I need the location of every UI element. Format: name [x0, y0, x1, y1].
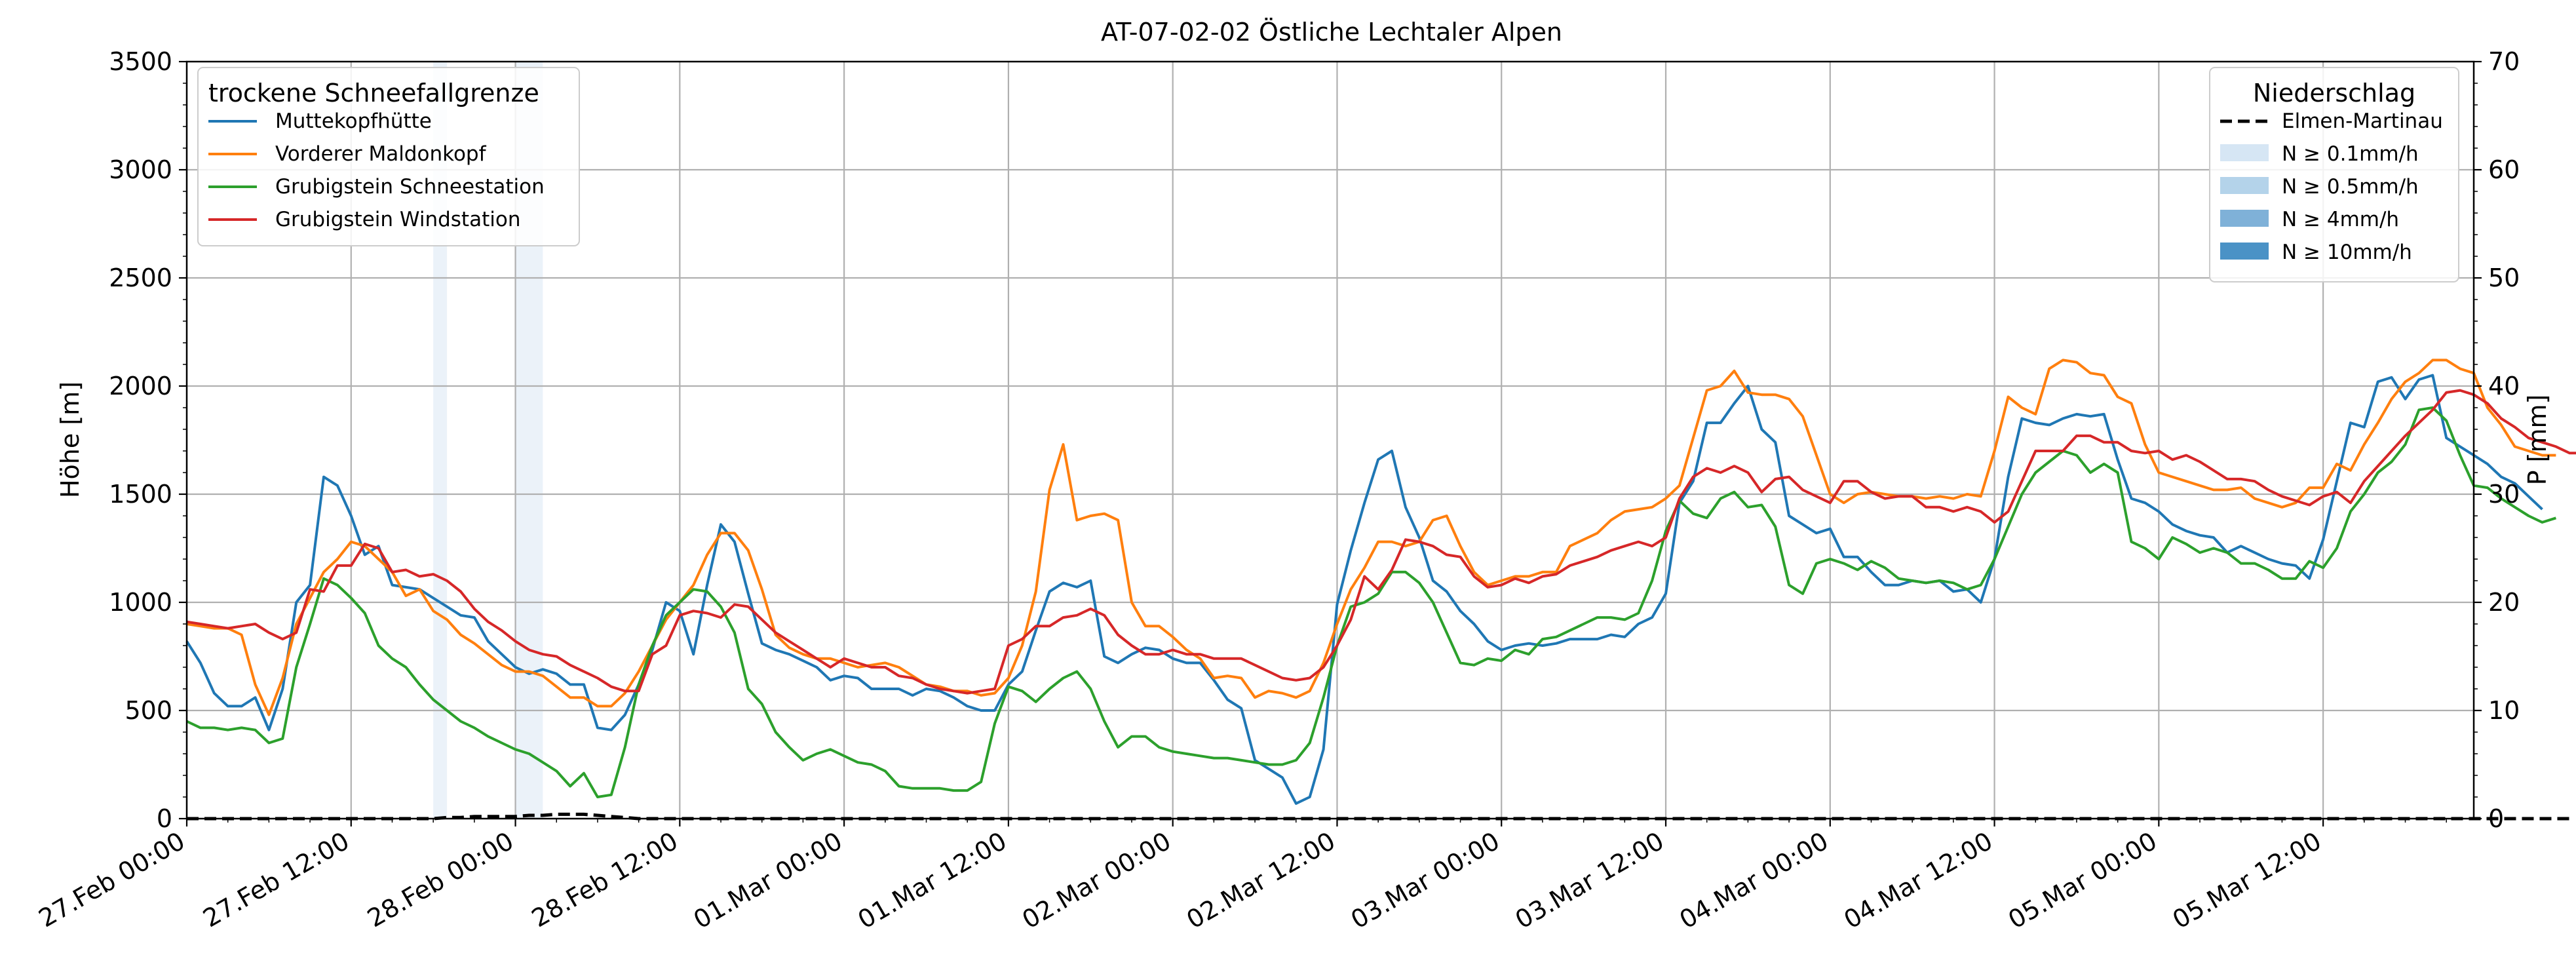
x-tick-label: 04.Mar 00:00 — [1675, 826, 1834, 935]
y2-tick-label: 20 — [2488, 588, 2520, 617]
x-tick-label: 03.Mar 00:00 — [1346, 826, 1505, 935]
x-tick-label: 05.Mar 12:00 — [2168, 826, 2326, 935]
legend2-title: Niederschlag — [2253, 79, 2415, 107]
legend2-label: N ≥ 4mm/h — [2282, 208, 2399, 231]
y2-tick-label: 50 — [2488, 263, 2520, 292]
y2-tick-label: 0 — [2488, 804, 2504, 833]
y-tick-label: 3000 — [109, 155, 172, 184]
x-tick-label: 28.Feb 00:00 — [362, 826, 518, 933]
legend2-label: N ≥ 0.5mm/h — [2282, 175, 2419, 199]
y2-tick-label: 40 — [2488, 372, 2520, 400]
y-tick-label: 1500 — [109, 480, 172, 509]
y2-tick-label: 10 — [2488, 696, 2520, 725]
series-lines — [185, 359, 2576, 821]
x-tick-label: 27.Feb 00:00 — [34, 826, 190, 933]
y-tick-label: 3500 — [109, 47, 172, 76]
y2-tick-label: 70 — [2488, 47, 2520, 76]
x-tick-label: 03.Mar 12:00 — [1510, 826, 1669, 935]
legend2-swatch — [2220, 243, 2269, 260]
legend-label: Grubigstein Windstation — [275, 208, 520, 231]
y2-axis-label: P [mm] — [2523, 395, 2552, 486]
legend-title: trockene Schneefallgrenze — [208, 79, 539, 107]
legend2-box — [2209, 67, 2459, 282]
y-axis-label: Höhe [m] — [56, 381, 85, 498]
y-tick-label: 500 — [125, 696, 172, 725]
chart-title: AT-07-02-02 Östliche Lechtaler Alpen — [1101, 18, 1562, 47]
y-tick-label: 2000 — [109, 372, 172, 400]
precip-band — [433, 62, 448, 819]
y2-tick-label: 30 — [2488, 480, 2520, 509]
legend-label: Grubigstein Schneestation — [275, 175, 545, 199]
series-line-3 — [186, 389, 2576, 695]
y-tick-label: 0 — [157, 804, 172, 833]
legend-label: Vorderer Maldonkopf — [275, 142, 487, 166]
y2-tick-label: 60 — [2488, 155, 2520, 184]
x-tick-label: 28.Feb 12:00 — [527, 826, 683, 933]
plot-frame — [185, 60, 2475, 820]
series-line-1 — [186, 359, 2556, 716]
x-tick-label: 27.Feb 12:00 — [198, 826, 354, 933]
x-tick-label: 01.Mar 12:00 — [853, 826, 1012, 935]
legend2-label: N ≥ 10mm/h — [2282, 241, 2412, 264]
x-tick-label: 05.Mar 00:00 — [2003, 826, 2162, 935]
x-tick-label: 01.Mar 00:00 — [689, 826, 847, 935]
right-axis: 0 10 20 30 40 50 60 70 — [2474, 47, 2520, 833]
x-tick-label: 02.Mar 00:00 — [1017, 826, 1176, 935]
series-line-2 — [186, 406, 2557, 798]
legend2-label: N ≥ 0.1mm/h — [2282, 142, 2419, 166]
left-axis: 0 500 1000 1500 2000 2500 3000 3500 — [109, 47, 187, 833]
legend2-label: Elmen-Martinau — [2282, 109, 2443, 133]
x-tick-label: 02.Mar 12:00 — [1182, 826, 1340, 935]
legend2-swatch — [2220, 210, 2269, 227]
x-tick-label: 04.Mar 12:00 — [1839, 826, 1997, 935]
legend-niederschlag: Niederschlag Elmen-Martinau N ≥ 0.1mm/h N … — [2209, 67, 2459, 282]
y-tick-label: 1000 — [109, 588, 172, 617]
series-line-0 — [185, 374, 2543, 805]
x-axis: 27.Feb 00:00 27.Feb 12:00 28.Feb 00:00 28.F… — [34, 819, 2447, 935]
legend2-swatch — [2220, 144, 2269, 161]
y-tick-label: 2500 — [109, 263, 172, 292]
legend-trockene-schneefallgrenze: trockene Schneefallgrenze Muttekopfhütte… — [197, 67, 580, 246]
legend-box — [197, 67, 580, 246]
legend-label: Muttekopfhütte — [275, 109, 432, 133]
legend2-swatch — [2220, 177, 2269, 194]
